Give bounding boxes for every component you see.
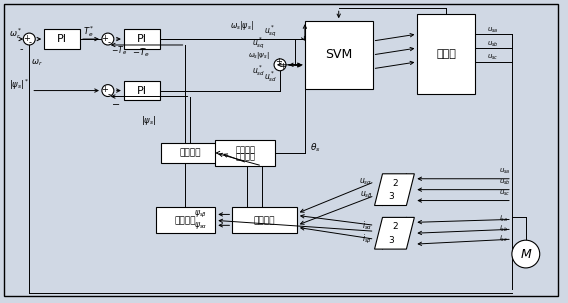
Text: 逆变器: 逆变器 [436,49,456,59]
Text: $\omega_r$: $\omega_r$ [31,58,43,68]
Text: $u_{sb}$: $u_{sb}$ [487,39,499,48]
Text: $i_{sb}$: $i_{sb}$ [499,224,508,235]
Text: $u_{sq}^*$: $u_{sq}^*$ [252,35,265,51]
Bar [124,29,160,49]
Circle shape [23,33,35,45]
Text: PI: PI [137,85,147,95]
Text: $u_{sc}$: $u_{sc}$ [487,53,499,62]
Bar [44,29,80,49]
Text: $i_{sa}$: $i_{sa}$ [499,214,508,225]
Text: -: - [107,90,110,99]
Text: 2: 2 [392,222,398,231]
Text: M: M [520,248,531,261]
Text: +: + [279,62,286,71]
Text: $-$: $-$ [111,98,120,108]
Text: $u_{sd}^*$: $u_{sd}^*$ [252,63,265,78]
Text: SVM: SVM [325,48,352,62]
Text: $u_{sa}$: $u_{sa}$ [487,25,499,35]
Text: $u_{s\beta}$: $u_{s\beta}$ [360,190,373,201]
Circle shape [274,59,286,71]
Text: $-T_e$: $-T_e$ [132,47,149,59]
Text: PI: PI [137,34,147,44]
Circle shape [102,85,114,97]
Bar [156,208,215,233]
Text: $u_{sq}^*$: $u_{sq}^*$ [264,23,277,39]
Text: -: - [19,44,23,54]
Text: $u_{s\alpha}$: $u_{s\alpha}$ [360,176,373,187]
Text: $|\psi_s|^*$: $|\psi_s|^*$ [9,78,30,92]
Text: $i_{s\beta}$: $i_{s\beta}$ [362,233,373,246]
Bar [124,81,160,101]
Bar [215,140,275,166]
Text: 转矩模型: 转矩模型 [175,216,196,225]
Text: $i_{sc}$: $i_{sc}$ [499,234,508,244]
Text: 3: 3 [389,236,394,245]
Bar [305,21,373,88]
Text: -: - [107,38,110,48]
Text: $\psi_{s\alpha}$: $\psi_{s\alpha}$ [194,220,207,231]
Text: 磁链转角: 磁链转角 [235,152,255,161]
Text: $u_{sb}$: $u_{sb}$ [499,178,511,187]
Text: 2: 2 [392,179,398,188]
Bar [232,208,297,233]
Polygon shape [374,174,415,205]
Circle shape [512,240,540,268]
Text: $-T_e$: $-T_e$ [111,45,127,57]
Text: $\omega_r^*$: $\omega_r^*$ [9,26,23,41]
Text: 幅值模型: 幅值模型 [179,148,201,158]
Text: 定子磁链: 定子磁链 [235,145,255,154]
Text: $|\psi_s|$: $|\psi_s|$ [141,114,156,127]
Bar [417,14,475,94]
Text: +: + [102,34,108,42]
Text: $u_{sc}$: $u_{sc}$ [499,189,511,198]
Text: $\omega_s|\psi_s|$: $\omega_s|\psi_s|$ [231,19,254,32]
Text: $\omega_s|\psi_s|$: $\omega_s|\psi_s|$ [248,50,270,62]
Text: +: + [102,85,108,94]
Text: $i_{s\alpha}$: $i_{s\alpha}$ [362,219,373,231]
Text: -: - [29,38,32,48]
Text: +: + [275,57,282,66]
Text: $u_{sd}^*$: $u_{sd}^*$ [264,69,277,84]
Polygon shape [374,217,415,249]
Text: $T_e^*$: $T_e^*$ [83,24,95,38]
Text: $u_{sa}$: $u_{sa}$ [499,167,511,176]
Bar [161,143,220,163]
Text: 磁链模型: 磁链模型 [254,216,275,225]
Text: $\theta_s$: $\theta_s$ [310,142,320,154]
Text: 3: 3 [389,192,394,201]
Text: +: + [23,34,30,42]
Text: PI: PI [57,34,67,44]
Text: $\psi_{s\beta}$: $\psi_{s\beta}$ [194,209,207,220]
Circle shape [102,33,114,45]
